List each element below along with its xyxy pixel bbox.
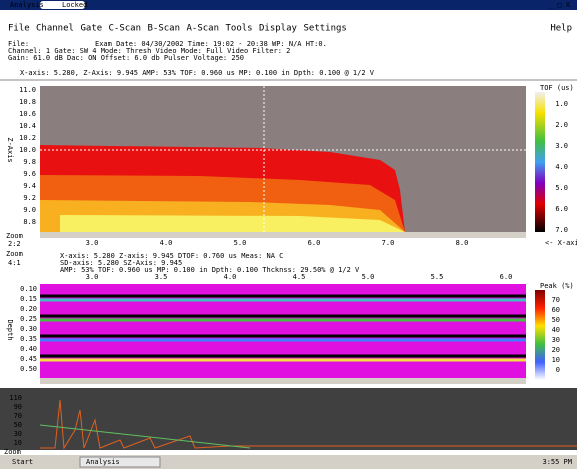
task-label[interactable]: Analysis [86, 458, 120, 466]
x-tick-label: 6.0 [308, 239, 321, 247]
x-tick-label: 8.0 [456, 239, 469, 247]
colorbar-tick: 50 [552, 316, 560, 324]
cursor-readout: X-axis: 5.280, Z-Axis: 9.945 AMP: 53% TO… [20, 69, 375, 77]
colorbar-tick: 20 [552, 346, 560, 354]
y-tick-label: 0.45 [20, 355, 37, 363]
x-tick-label: 3.0 [86, 239, 99, 247]
colorbar-tick: 6.0 [555, 205, 568, 213]
y-tick-label: 10.4 [19, 122, 36, 130]
y-tick-label: 0.25 [20, 315, 37, 323]
window-status: Locked [62, 1, 87, 9]
screen: Analysis Locked _ □ X File Channel Gate C-Scan… [0, 0, 577, 469]
y-tick-label: 70 [14, 412, 22, 420]
x-tick-label: 3.0 [86, 273, 99, 281]
x-tick-label: 5.0 [362, 273, 375, 281]
menu-item[interactable]: B-Scan [148, 24, 181, 34]
colorbar-tick: 70 [552, 296, 560, 304]
x-tick-label: 4.0 [160, 239, 173, 247]
x-tick-label: 6.0 [500, 273, 513, 281]
y-tick-label: 0.15 [20, 295, 37, 303]
y-tick-label: 9.2 [23, 194, 36, 202]
colorbar-tick: 5.0 [555, 184, 568, 192]
x-tick-label: 4.0 [224, 273, 237, 281]
x-tick-label: 7.0 [382, 239, 395, 247]
x-tick-label: 3.5 [155, 273, 168, 281]
colorbar-tick: 60 [552, 306, 560, 314]
info-line: AMP: 53% TOF: 0.960 us MP: 0.100 in Dpth… [60, 266, 360, 274]
y-tick-label: 0.10 [20, 285, 37, 293]
menu-item[interactable]: Settings [304, 24, 347, 34]
colorbar [535, 290, 545, 380]
colorbar-tick: 4.0 [555, 163, 568, 171]
y-tick-label: 0.30 [20, 325, 37, 333]
y-tick-label: 0.20 [20, 305, 37, 313]
menu-item[interactable]: Gate [81, 24, 103, 34]
y-tick-label: 9.8 [23, 158, 36, 166]
colorbar-tick: 10 [552, 356, 560, 364]
window-title: Analysis [10, 1, 44, 9]
colorbar-title: TOF (us) [540, 84, 574, 92]
colorbar-tick: 30 [552, 336, 560, 344]
menu-item[interactable]: Help [550, 24, 572, 34]
menu-item[interactable]: File [8, 24, 30, 34]
zoom-label[interactable]: Zoom [6, 250, 23, 258]
menu-item[interactable]: Tools [226, 24, 253, 34]
y-tick-label: 10.6 [19, 110, 36, 118]
colorbar-title: Peak (%) [540, 282, 574, 290]
x-tick-label: 5.5 [431, 273, 444, 281]
menu-item[interactable]: Display [259, 24, 298, 34]
info-line: Gain: 61.0 dB Dac: ON Offset: 6.0 db Pul… [8, 54, 244, 62]
y-tick-label: 9.0 [23, 206, 36, 214]
y-tick-label: 10.2 [19, 134, 36, 142]
scrollbar[interactable] [40, 232, 526, 238]
colorbar-tick: 2.0 [555, 121, 568, 129]
y-tick-label: 10.8 [19, 98, 36, 106]
bscan-image[interactable] [40, 284, 526, 378]
y-tick-label: 50 [14, 421, 22, 429]
start-button[interactable]: Start [12, 458, 33, 466]
y-tick-label: 11.0 [19, 86, 36, 94]
axis-label: Depth [6, 319, 14, 340]
y-tick-label: 90 [14, 403, 22, 411]
y-tick-label: 10.0 [19, 146, 36, 154]
menu-item[interactable]: Channel [36, 24, 74, 34]
menu-item[interactable]: C-Scan [109, 24, 142, 34]
zoom-label[interactable]: Zoom [6, 232, 23, 240]
colorbar-tick: 7.0 [555, 226, 568, 234]
colorbar [535, 92, 545, 232]
y-tick-label: 9.6 [23, 170, 36, 178]
axis-label: <- X-axis [545, 239, 577, 247]
y-tick-label: 8.8 [23, 218, 36, 226]
y-tick-label: 9.4 [23, 182, 36, 190]
clock: 3:55 PM [542, 458, 572, 466]
colorbar-tick: 3.0 [555, 142, 568, 150]
colorbar-tick: 40 [552, 326, 560, 334]
y-tick-label: 10 [14, 439, 22, 447]
menu-item[interactable]: A-Scan [187, 24, 220, 34]
scrollbar[interactable] [40, 378, 526, 384]
zoom-ratio[interactable]: 2:2 [8, 240, 21, 248]
colorbar-tick: 1.0 [555, 100, 568, 108]
x-tick-label: 4.5 [293, 273, 306, 281]
y-tick-label: 0.50 [20, 365, 37, 373]
y-tick-label: 0.40 [20, 345, 37, 353]
x-tick-label: 5.0 [234, 239, 247, 247]
page: Analysis Locked _ □ X File Channel Gate C-Scan… [0, 0, 577, 469]
y-tick-label: 110 [9, 394, 22, 402]
y-tick-label: 30 [14, 430, 22, 438]
colorbar-tick: 0 [556, 366, 560, 374]
window-controls: _ □ X [549, 1, 571, 9]
zoom-ratio[interactable]: 4:1 [8, 259, 21, 267]
axis-label: Z-Axis [6, 137, 14, 162]
y-tick-label: 0.35 [20, 335, 37, 343]
zoom-label[interactable]: Zoom [4, 448, 21, 456]
